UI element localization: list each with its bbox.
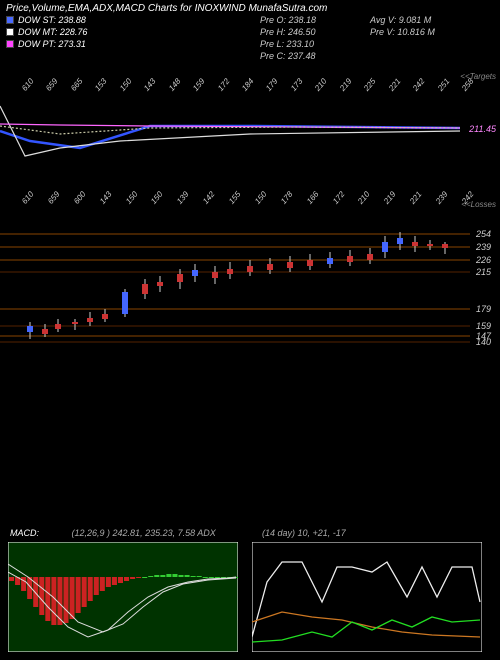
svg-text:239: 239 (475, 242, 491, 252)
svg-text:179: 179 (476, 304, 491, 314)
x-tick: 600 (72, 190, 87, 206)
svg-text:159: 159 (476, 321, 491, 331)
macd-panel (8, 542, 238, 652)
pre-c: Pre C: 237.48 (260, 50, 316, 62)
x-tick: 139 (175, 190, 190, 206)
legend-pt: DOW PT: 273.31 (6, 38, 87, 50)
dow-legend: DOW ST: 238.88 DOW MT: 228.76 DOW PT: 27… (6, 14, 87, 50)
vol-stats: Avg V: 9.081 M Pre V: 10.816 M (370, 14, 435, 38)
adx-panel (252, 542, 482, 652)
candlestick-panel: 254239226215179159147140 (0, 214, 500, 354)
legend-mt: DOW MT: 228.76 (6, 26, 87, 38)
pre-v: Pre V: 10.816 M (370, 26, 435, 38)
x-tick: 150 (149, 190, 164, 206)
macd-label: MACD: (10, 528, 39, 538)
x-tick: 143 (98, 190, 113, 206)
svg-text:226: 226 (475, 255, 491, 265)
legend-mt-value: 228.76 (60, 26, 88, 38)
x-tick: 150 (253, 190, 268, 206)
pre-h: Pre H: 246.50 (260, 26, 316, 38)
swatch-mt (6, 28, 14, 36)
pre-l: Pre L: 233.10 (260, 38, 316, 50)
legend-mt-label: DOW MT: (18, 26, 57, 38)
avg-v: Avg V: 9.081 M (370, 14, 435, 26)
x-tick: 142 (201, 190, 216, 206)
x-tick: 221 (408, 190, 423, 206)
x-tick: 150 (124, 190, 139, 206)
ema-right-label: 211.45 (469, 124, 496, 134)
x-tick: 610 (20, 190, 35, 206)
pre-o: Pre O: 238.18 (260, 14, 316, 26)
macd-params: (12,26,9 ) 242.81, 235.23, 7.58 ADX (72, 528, 216, 538)
x-tick: 172 (331, 190, 346, 206)
x-tick: 178 (279, 190, 294, 206)
pre-ohlc: Pre O: 238.18 Pre H: 246.50 Pre L: 233.1… (260, 14, 316, 62)
swatch-pt (6, 40, 14, 48)
svg-text:140: 140 (476, 337, 491, 347)
x-tick: 659 (46, 190, 61, 206)
legend-pt-value: 273.31 (58, 38, 86, 50)
macd-label-row: MACD: (12,26,9 ) 242.81, 235.23, 7.58 AD… (10, 528, 216, 538)
x-tick: 219 (382, 190, 397, 206)
upper-axis-note: <<Targets (460, 72, 496, 81)
legend-pt-label: DOW PT: (18, 38, 56, 50)
legend-st: DOW ST: 238.88 (6, 14, 87, 26)
swatch-st (6, 16, 14, 24)
x-tick: 239 (434, 190, 449, 206)
lower-x-axis: 610 659 600 143 150 150 139 142 155 150 178 166 172 2… (20, 190, 480, 206)
x-tick: 155 (227, 190, 242, 206)
svg-text:215: 215 (475, 267, 492, 277)
svg-text:254: 254 (475, 229, 491, 239)
legend-st-label: DOW ST: (18, 14, 56, 26)
lower-axis-note: <<Losses (461, 200, 496, 209)
adx-label: (14 day) 10, +21, -17 (262, 528, 346, 538)
x-tick: 166 (305, 190, 320, 206)
ema-panel (0, 86, 500, 176)
x-tick: 210 (356, 190, 371, 206)
legend-st-value: 238.88 (58, 14, 86, 26)
